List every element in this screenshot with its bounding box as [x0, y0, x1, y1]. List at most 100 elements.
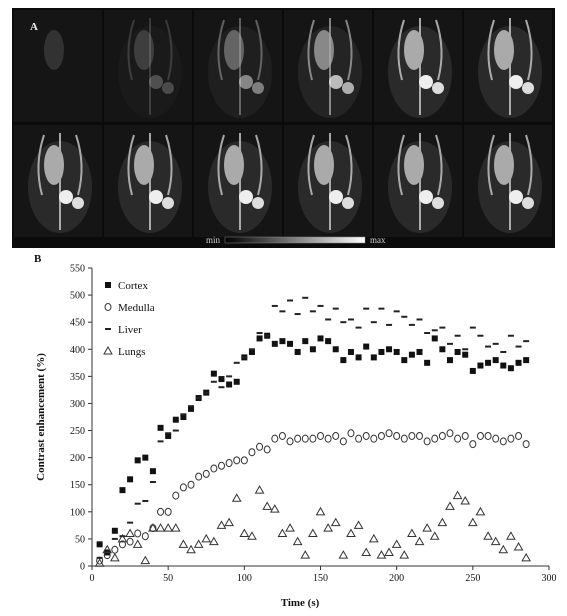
organ — [134, 145, 154, 185]
circle-marker — [248, 448, 256, 457]
kidney — [239, 75, 253, 89]
organ — [314, 145, 334, 185]
legend-label: Lungs — [118, 346, 146, 358]
kidney — [342, 197, 354, 209]
triangle-marker — [163, 523, 174, 532]
square-marker — [256, 335, 263, 342]
square-marker — [134, 457, 141, 464]
square-marker — [248, 348, 255, 355]
square-marker — [317, 335, 324, 342]
square-marker — [386, 346, 393, 353]
circle-marker — [522, 440, 530, 449]
triangle-marker — [102, 544, 113, 554]
triangle-marker — [376, 550, 387, 559]
organ — [404, 30, 424, 70]
square-marker — [165, 432, 172, 439]
thumbnail — [14, 10, 102, 122]
circle-marker — [515, 431, 523, 440]
organ — [314, 30, 334, 70]
y-tick-label: 250 — [70, 426, 85, 437]
kidney — [149, 75, 163, 89]
square-marker — [431, 335, 438, 342]
square-marker — [332, 346, 339, 353]
square-marker — [180, 414, 187, 420]
square-marker — [469, 367, 476, 374]
triangle-marker — [308, 528, 318, 537]
colorbar — [224, 236, 366, 244]
circle-marker — [408, 431, 416, 440]
organ — [494, 145, 514, 185]
triangle-marker — [103, 345, 113, 355]
x-tick-label: 100 — [237, 573, 252, 584]
circle-marker — [240, 456, 248, 465]
triangle-marker — [490, 536, 501, 546]
triangle-marker — [521, 552, 532, 562]
kidney — [72, 197, 84, 209]
triangle-marker — [155, 523, 166, 532]
kidney — [252, 197, 264, 209]
panel-label: A — [30, 21, 38, 33]
square-marker — [446, 357, 453, 364]
x-tick-label: 200 — [389, 573, 404, 584]
circle-marker — [157, 507, 165, 516]
triangle-marker — [201, 533, 212, 543]
circle-marker — [278, 431, 286, 440]
triangle-marker — [429, 531, 440, 540]
square-marker — [347, 348, 354, 355]
body-outline — [118, 26, 182, 118]
kidney — [432, 197, 444, 209]
square-marker — [226, 381, 233, 388]
triangle-marker — [445, 501, 455, 510]
square-marker — [492, 357, 499, 364]
square-marker — [515, 359, 522, 366]
triangle-marker — [437, 517, 448, 527]
kidney — [342, 82, 354, 94]
circle-marker — [256, 442, 264, 451]
square-marker — [507, 365, 514, 372]
triangle-marker — [231, 493, 242, 502]
triangle-marker — [132, 539, 143, 548]
triangle-marker — [422, 523, 432, 532]
circle-marker — [210, 464, 218, 473]
square-marker — [142, 454, 149, 461]
circle-marker — [263, 445, 271, 454]
circle-marker — [423, 437, 431, 446]
circle-marker — [324, 434, 332, 443]
circle-marker — [141, 532, 149, 541]
square-marker — [439, 346, 446, 353]
circle-marker — [370, 434, 378, 443]
legend-label: Liver — [118, 324, 142, 336]
square-marker — [355, 354, 362, 361]
square-marker — [454, 348, 461, 355]
circle-marker — [111, 545, 119, 554]
triangle-marker — [170, 523, 181, 532]
triangle-marker — [391, 539, 402, 548]
triangle-marker — [125, 528, 135, 537]
triangle-marker — [186, 544, 196, 554]
circle-marker — [233, 456, 241, 465]
circle-marker — [431, 434, 439, 443]
triangle-marker — [292, 536, 303, 546]
square-marker — [462, 351, 469, 358]
circle-marker — [104, 303, 112, 311]
x-tick-label: 300 — [542, 573, 557, 584]
triangle-marker — [384, 547, 394, 556]
circle-marker — [416, 431, 424, 440]
triangle-marker — [140, 555, 151, 565]
kidney — [239, 190, 253, 204]
circle-marker — [461, 431, 469, 440]
square-marker — [325, 338, 332, 345]
kidney — [59, 190, 73, 204]
circle-marker — [317, 431, 324, 440]
circle-marker — [469, 440, 477, 449]
square-marker — [340, 357, 347, 364]
circle-marker — [400, 434, 408, 443]
square-marker — [485, 359, 492, 366]
triangle-marker — [330, 517, 341, 527]
triangle-marker — [506, 531, 516, 540]
y-tick-label: 200 — [70, 453, 85, 464]
kidney — [419, 190, 433, 204]
circle-marker — [164, 507, 172, 516]
circle-marker — [446, 429, 454, 438]
